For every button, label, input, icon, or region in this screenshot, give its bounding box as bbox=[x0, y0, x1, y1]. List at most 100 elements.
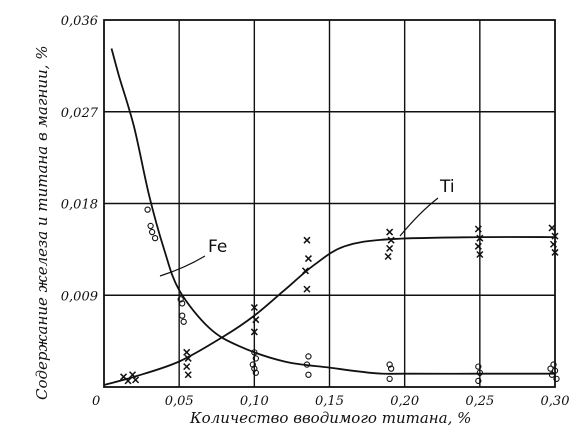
ti-point-18-stroke-b bbox=[384, 252, 392, 261]
x-tick-label-5: 0,30 bbox=[541, 394, 570, 409]
fe-point-20 bbox=[476, 369, 483, 376]
fe-point-13 bbox=[305, 353, 312, 360]
ti-point-10-stroke-b bbox=[250, 328, 258, 336]
fe-point-4 bbox=[177, 296, 184, 303]
fe-point-25 bbox=[553, 375, 560, 382]
fe-label: Fe bbox=[208, 237, 227, 257]
ti-point-9-stroke-b bbox=[252, 316, 260, 324]
ti-point-3 bbox=[132, 376, 140, 384]
ti-point-14 bbox=[303, 285, 311, 293]
tick-labels: 0,05 0,10 0,15 0,20 0,25 0,30 0,009 0,018 0,027 0… bbox=[61, 14, 570, 409]
ti-point-19-stroke-b bbox=[474, 225, 482, 233]
fe-point-24 bbox=[548, 371, 556, 378]
ti-point-18 bbox=[384, 252, 392, 261]
fe-point-11 bbox=[251, 365, 258, 372]
fe-point-23 bbox=[550, 361, 557, 368]
ti-point-8-stroke-b bbox=[250, 303, 258, 312]
ti-point-5 bbox=[184, 354, 192, 362]
fe-point-16 bbox=[386, 361, 393, 368]
origin-label: 0 bbox=[92, 394, 100, 409]
fe-point-2 bbox=[148, 228, 156, 236]
fe-point-1 bbox=[147, 222, 154, 230]
y-tick-label-0: 0,009 bbox=[61, 289, 98, 304]
ti-point-16-stroke-b bbox=[387, 236, 395, 244]
ti-point-6 bbox=[183, 363, 191, 371]
fe-point-9 bbox=[252, 355, 259, 362]
ti-point-11-stroke-b bbox=[303, 236, 311, 244]
ti-point-15 bbox=[386, 228, 394, 236]
ti-leader-line bbox=[399, 197, 439, 237]
ti-point-8 bbox=[250, 303, 258, 312]
ti-point-15-stroke-b bbox=[386, 228, 394, 236]
fe-point-14 bbox=[303, 361, 311, 368]
ti-point-19 bbox=[474, 225, 482, 233]
ti-point-3-stroke-b bbox=[132, 376, 140, 384]
ti-point-17-stroke-b bbox=[386, 244, 394, 252]
y-tick-label-1: 0,018 bbox=[61, 198, 98, 213]
y-tick-label-3: 0,036 bbox=[61, 14, 98, 29]
fe-point-0 bbox=[144, 206, 151, 213]
ti-point-6-stroke-b bbox=[183, 363, 191, 371]
fe-point-3 bbox=[151, 235, 159, 242]
fe-point-26 bbox=[551, 367, 559, 374]
fe-point-10 bbox=[249, 361, 256, 368]
ti-point-22 bbox=[476, 250, 484, 259]
ti-point-14-stroke-b bbox=[303, 285, 311, 293]
ti-point-5-stroke-b bbox=[184, 354, 192, 362]
x-axis-title: Количество вводимого титана, % bbox=[189, 409, 471, 427]
ti-point-21-stroke-b bbox=[474, 242, 482, 250]
ti-point-13 bbox=[301, 267, 309, 275]
fe-point-6 bbox=[179, 312, 186, 319]
ti-point-21 bbox=[474, 242, 482, 250]
fe-point-8 bbox=[251, 349, 258, 356]
x-tick-label-0: 0,05 bbox=[165, 394, 194, 409]
ti-point-4-stroke-b bbox=[183, 348, 191, 356]
ti-point-10 bbox=[250, 328, 258, 336]
ti-point-0-stroke-b bbox=[120, 373, 128, 381]
plot-frame bbox=[103, 19, 556, 388]
y-tick-label-2: 0,027 bbox=[61, 106, 99, 121]
ti-point-1-stroke-b bbox=[124, 377, 132, 385]
ti-point-2 bbox=[129, 371, 137, 379]
grid bbox=[104, 20, 555, 387]
fe-point-15 bbox=[305, 371, 312, 378]
ti-point-24 bbox=[551, 232, 559, 240]
ti-point-11 bbox=[303, 236, 311, 244]
ti-point-22-stroke-b bbox=[476, 250, 484, 259]
ti-point-26-stroke-b bbox=[551, 248, 559, 256]
ti-point-23 bbox=[548, 224, 556, 232]
ti-point-23-stroke-b bbox=[548, 224, 556, 232]
fe-point-17 bbox=[387, 365, 395, 372]
ti-point-7 bbox=[184, 371, 192, 379]
x-tick-label-4: 0,25 bbox=[465, 394, 494, 409]
ti-point-25 bbox=[549, 240, 558, 248]
fe-curve bbox=[110, 48, 555, 375]
x-tick-label-2: 0,15 bbox=[315, 394, 344, 409]
fe-point-12 bbox=[252, 369, 259, 376]
x-tick-label-3: 0,20 bbox=[390, 394, 419, 409]
fe-point-19 bbox=[475, 363, 482, 370]
ti-point-16 bbox=[387, 236, 395, 244]
y-axis-title: Содержание железа и титана в магнии, % bbox=[33, 46, 51, 400]
ti-point-20 bbox=[476, 234, 484, 242]
ti-point-12 bbox=[304, 255, 312, 263]
ti-point-17 bbox=[386, 244, 394, 252]
curve-labels: Fe Ti bbox=[159, 177, 455, 277]
data-points bbox=[120, 206, 560, 385]
fe-leader-line bbox=[159, 255, 206, 277]
ti-point-2-stroke-b bbox=[129, 371, 137, 379]
curves bbox=[103, 48, 556, 386]
fe-point-18 bbox=[386, 375, 393, 382]
ti-point-9 bbox=[252, 316, 260, 324]
fe-point-21 bbox=[475, 377, 482, 385]
fe-point-5 bbox=[179, 300, 186, 307]
ti-point-20-stroke-b bbox=[476, 234, 484, 242]
ti-point-7-stroke-b bbox=[184, 371, 192, 379]
ti-point-25-stroke-b bbox=[549, 240, 558, 248]
ti-point-13-stroke-b bbox=[301, 267, 309, 275]
ti-point-12-stroke-b bbox=[304, 255, 312, 263]
ti-point-4 bbox=[183, 348, 191, 356]
ti-curve bbox=[103, 236, 556, 386]
ti-point-26 bbox=[551, 248, 559, 256]
